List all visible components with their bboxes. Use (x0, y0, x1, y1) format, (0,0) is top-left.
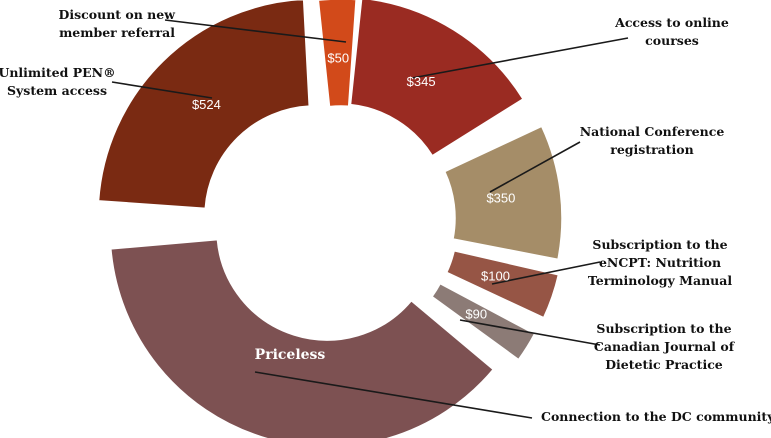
slice-national-conference-registration (443, 125, 563, 261)
value-label-national-conference-registration: $350 (486, 190, 515, 205)
value-label-subscription-to-the-encpt-nutrition-terminology-manual: $100 (481, 269, 510, 284)
slice-connection-to-the-dc-community (110, 238, 495, 438)
leader-line-discount-on-new-member-referral (164, 19, 347, 43)
slice-access-to-online-courses (349, 0, 525, 157)
leader-line-unlimited-pen-system-access (111, 81, 213, 99)
value-label-unlimited-pen-system-access: $524 (192, 97, 221, 112)
leader-line-subscription-to-the-encpt-nutrition-terminology-manual (491, 261, 601, 285)
slice-unlimited-pen-system-access (97, 0, 311, 210)
slice-discount-on-new-member-referral (317, 0, 357, 108)
leader-line-access-to-online-courses (411, 37, 629, 79)
category-label-subscription-to-the-encpt-nutrition-terminology-manual: Subscription to the eNCPT: Nutrition Termi… (588, 237, 732, 288)
value-label-access-to-online-courses: $345 (407, 74, 436, 89)
category-labels: Discount on new member referral Access to … (0, 7, 771, 424)
value-label-subscription-to-the-canadian-journal-of-dietetic-practice: $90 (465, 307, 487, 322)
leader-line-subscription-to-the-canadian-journal-of-dietetic-practice (459, 319, 601, 346)
slice-subscription-to-the-canadian-journal-of-dietetic-practice (430, 282, 536, 361)
category-label-connection-to-the-dc-community: Connection to the DC community (541, 409, 771, 424)
leader-lines (111, 19, 629, 419)
value-label-discount-on-new-member-referral: $50 (327, 50, 349, 65)
category-label-subscription-to-the-canadian-journal-of-dietetic-practice: Subscription to the Canadian Journal of Di… (594, 321, 736, 372)
category-label-national-conference-registration: National Conference registration (580, 124, 725, 157)
slice-subscription-to-the-encpt-nutrition-terminology-manual (445, 249, 560, 319)
value-label-connection-to-the-dc-community: Priceless (255, 347, 326, 363)
leader-line-connection-to-the-dc-community (254, 371, 533, 419)
category-label-access-to-online-courses: Access to online courses (614, 15, 729, 48)
category-label-unlimited-pen-system-access: Unlimited PEN® System access (0, 65, 116, 98)
leader-line-national-conference-registration (489, 141, 581, 193)
donut-slices (97, 0, 563, 438)
category-label-discount-on-new-member-referral: Discount on new member referral (59, 7, 177, 40)
slice-value-labels: $50 $345 $350 $100 $90 Priceless $524 (192, 50, 515, 363)
